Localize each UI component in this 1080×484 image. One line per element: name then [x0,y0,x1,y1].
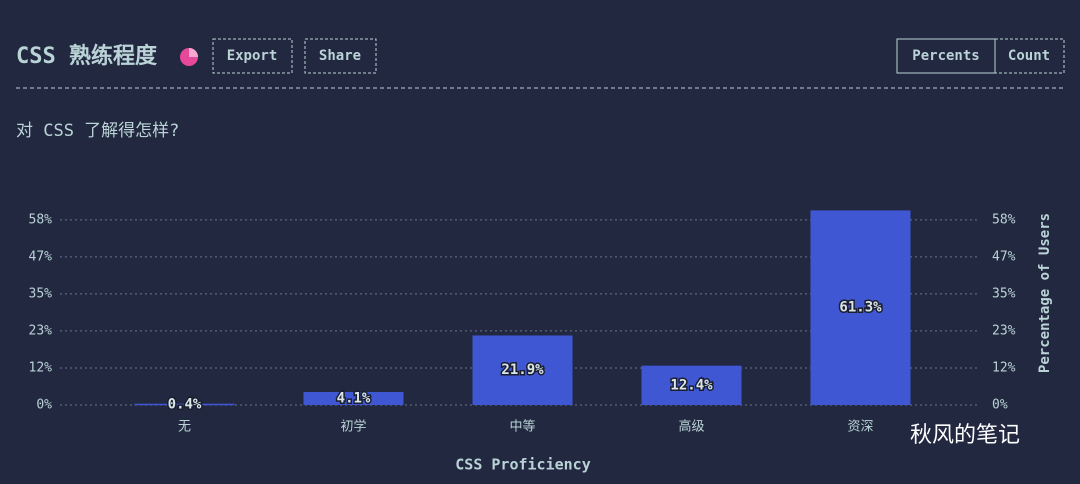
y-axis-title: Percentage of Users [1037,213,1053,373]
question: 对 CSS 了解得怎样? [16,121,179,141]
y2-tick-label: 47% [992,249,1016,264]
y2-tick-label: 58% [992,212,1016,227]
share-button[interactable] [304,38,377,74]
bar [134,403,235,406]
count-label[interactable]: Count [1008,48,1050,64]
export-button[interactable] [212,38,293,74]
title: CSS 熟练程度 [16,43,158,69]
y-tick-label: 58% [29,212,53,227]
share-label[interactable]: Share [319,48,361,64]
y2-tick-label: 23% [992,323,1016,338]
y-tick-label: 0% [36,398,52,413]
value-label: 4.1% [337,390,371,406]
bar [641,365,742,405]
x-tick-label: 中等 [509,419,535,435]
count-toggle[interactable] [994,38,1065,74]
y-tick-label: 47% [29,249,53,264]
y2-tick-label: 12% [992,360,1016,375]
export-label[interactable]: Export [227,48,278,64]
value-label: 0.4% [168,396,202,412]
y2-tick-label: 0% [992,398,1008,413]
value-label: 12.4% [670,377,713,393]
bar [810,210,911,405]
value-label: 61.3% [839,300,882,316]
x-tick-label: 高级 [678,419,704,435]
bar [303,391,404,405]
pie-icon [180,48,198,66]
x-tick-label: 无 [178,420,191,435]
y-tick-label: 23% [29,323,53,338]
y-tick-label: 12% [29,360,53,375]
percents-toggle[interactable] [896,38,996,74]
x-tick-label: 资深 [847,420,873,435]
watermark: 秋风的笔记 [910,423,1020,448]
x-tick-label: 初学 [340,419,366,435]
y-tick-label: 35% [29,286,53,301]
bar [472,335,573,405]
percents-label[interactable]: Percents [912,48,979,64]
y2-tick-label: 35% [992,286,1016,301]
value-label: 21.9% [501,362,544,378]
x-axis-title: CSS Proficiency [455,456,590,474]
